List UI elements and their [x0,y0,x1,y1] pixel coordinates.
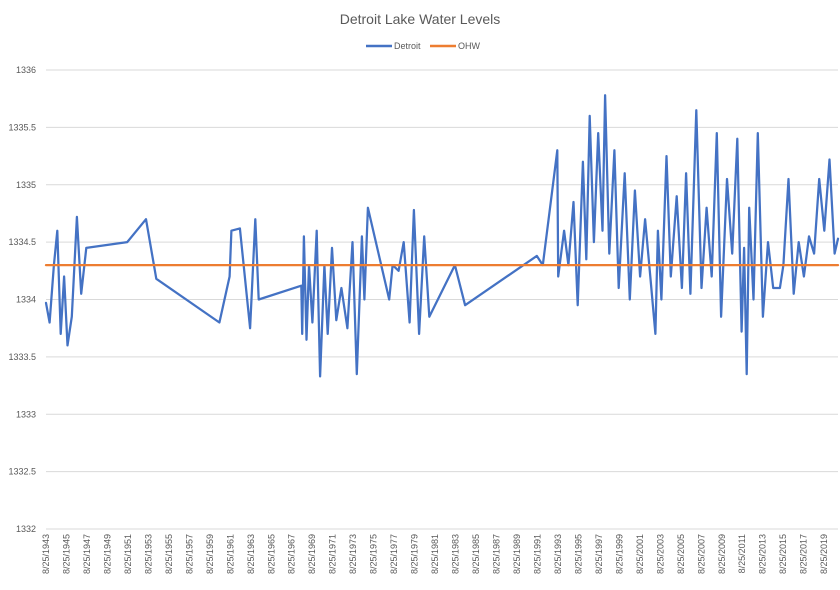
x-tick-label: 8/25/1997 [594,534,604,574]
x-tick-label: 8/25/2001 [635,534,645,574]
x-tick-label: 8/25/1955 [164,534,174,574]
x-tick-label: 8/25/1963 [246,534,256,574]
legend-label-ohw: OHW [458,41,481,51]
x-tick-label: 8/25/1965 [266,534,276,574]
y-tick-label: 1335 [16,180,36,190]
series-line-detroit [44,94,840,378]
x-tick-label: 8/25/1987 [492,534,502,574]
x-tick-label: 8/25/1945 [61,534,71,574]
x-tick-label: 8/25/1985 [471,534,481,574]
x-tick-label: 8/25/2013 [758,534,768,574]
x-tick-label: 8/25/1969 [307,534,317,574]
y-tick-label: 1334 [16,295,36,305]
x-tick-label: 8/25/2017 [799,534,809,574]
x-tick-label: 8/25/2011 [737,534,747,573]
x-tick-label: 8/25/1959 [205,534,215,574]
y-tick-label: 1334.5 [8,237,36,247]
x-tick-label: 8/25/1953 [143,534,153,574]
x-axis-ticks: 8/25/1943 8/25/1945 8/25/1947 8/25/1949 8/25… [41,534,829,574]
x-tick-label: 8/25/1979 [410,534,420,574]
x-tick-label: 8/25/1993 [553,534,563,574]
x-tick-label: 8/25/1975 [369,534,379,574]
x-tick-label: 8/25/1961 [225,534,235,574]
x-tick-label: 8/25/2009 [717,534,727,574]
x-tick-label: 8/25/1991 [532,534,542,574]
y-tick-label: 1336 [16,65,36,75]
x-tick-label: 8/25/1983 [451,534,461,574]
x-tick-label: 8/25/1949 [102,534,112,574]
x-tick-label: 8/25/2005 [676,534,686,574]
x-tick-label: 8/25/1971 [328,534,338,574]
x-tick-label: 8/25/1951 [123,534,133,574]
x-tick-label: 8/25/2019 [819,534,829,574]
legend-label-detroit: Detroit [394,41,421,51]
y-axis-ticks: 1332 1332.5 1333 1333.5 1334 1334.5 1335 1335.5… [8,65,36,534]
x-tick-label: 8/25/1989 [512,534,522,574]
x-tick-label: 8/25/1981 [430,534,440,574]
y-tick-label: 1333.5 [8,352,36,362]
x-tick-label: 8/25/1957 [184,534,194,574]
chart-title: Detroit Lake Water Levels [340,11,501,27]
legend: Detroit OHW [366,41,481,51]
x-tick-label: 8/25/1995 [573,534,583,574]
y-tick-label: 1335.5 [8,122,36,132]
x-tick-label: 8/25/1973 [348,534,358,574]
x-tick-label: 8/25/1967 [287,534,297,574]
series-group [44,94,840,378]
x-tick-label: 8/25/2003 [655,534,665,574]
x-tick-label: 8/25/1977 [389,534,399,574]
y-tick-label: 1332.5 [8,467,36,477]
x-tick-label: 8/25/1999 [614,534,624,574]
gridlines [46,69,838,530]
x-tick-label: 8/25/2007 [696,534,706,574]
y-tick-label: 1333 [16,409,36,419]
x-tick-label: 8/25/2015 [778,534,788,574]
y-tick-label: 1332 [16,524,36,534]
x-tick-label: 8/25/1943 [41,534,51,574]
x-tick-label: 8/25/1947 [82,534,92,574]
